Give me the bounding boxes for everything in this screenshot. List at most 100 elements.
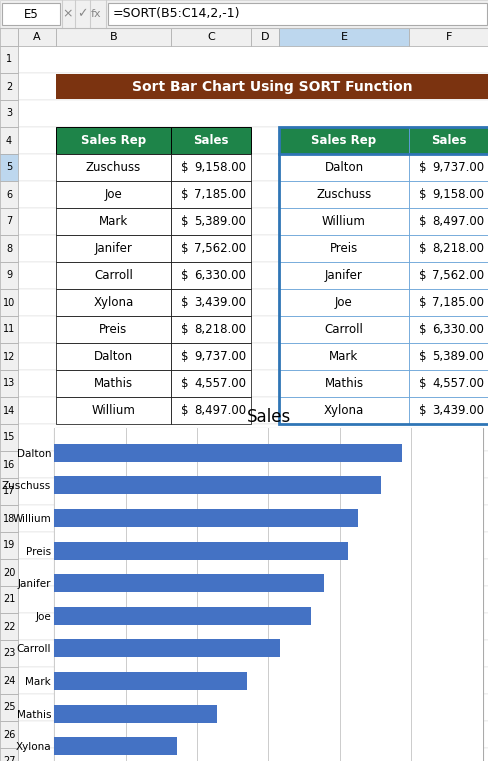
Bar (18, 532, 488, 559)
Text: 9: 9 (6, 270, 12, 281)
Bar (0, 100, 18, 127)
Text: $: $ (181, 296, 188, 309)
Bar (0, 451, 18, 478)
Bar (18, 343, 488, 370)
Text: $: $ (181, 377, 188, 390)
Text: C: C (207, 32, 214, 42)
Bar (0, 694, 18, 721)
Text: 7,185.00: 7,185.00 (431, 296, 483, 309)
Bar (0, 0, 488, 28)
Text: 8,218.00: 8,218.00 (431, 242, 483, 255)
Text: Joe: Joe (334, 296, 352, 309)
Bar (0, 748, 18, 761)
Text: Willium: Willium (322, 215, 365, 228)
Bar (18, 28, 56, 46)
Bar (18, 235, 488, 262)
Bar (408, 127, 488, 154)
Text: 24: 24 (3, 676, 15, 686)
Bar (18, 127, 488, 154)
Text: Mathis: Mathis (324, 377, 363, 390)
Bar (54, 509, 357, 527)
Text: 27: 27 (3, 756, 15, 761)
Text: 16: 16 (3, 460, 15, 470)
Bar (108, 3, 486, 25)
Text: Xylona: Xylona (323, 404, 364, 417)
Bar (279, 316, 408, 343)
Bar (56, 316, 171, 343)
Bar (0, 289, 18, 316)
Text: Preis: Preis (329, 242, 357, 255)
Bar (408, 235, 488, 262)
Text: 9,158.00: 9,158.00 (431, 188, 483, 201)
Text: 3,439.00: 3,439.00 (431, 404, 483, 417)
Bar (56, 370, 171, 397)
Text: Sales: Sales (193, 134, 228, 147)
Text: 5,389.00: 5,389.00 (194, 215, 245, 228)
Bar (18, 613, 488, 640)
Bar (18, 316, 488, 343)
Text: 8,497.00: 8,497.00 (431, 215, 483, 228)
Bar (0, 721, 18, 748)
Text: $: $ (418, 323, 426, 336)
Bar (171, 154, 250, 181)
Bar (56, 397, 171, 424)
Text: Zuschuss: Zuschuss (86, 161, 141, 174)
Text: $: $ (418, 188, 426, 201)
Text: Willium: Willium (91, 404, 135, 417)
Text: fx: fx (90, 9, 101, 19)
Text: $: $ (418, 296, 426, 309)
Bar (18, 154, 488, 181)
Bar (0, 262, 18, 289)
Text: D: D (260, 32, 269, 42)
Text: 26: 26 (3, 730, 15, 740)
Bar (279, 208, 408, 235)
Bar (0, 586, 18, 613)
Bar (18, 262, 488, 289)
Bar (54, 444, 401, 462)
Text: ×: × (62, 8, 73, 21)
Bar (0, 316, 18, 343)
Text: $: $ (418, 404, 426, 417)
Bar (18, 370, 488, 397)
Text: 23: 23 (3, 648, 15, 658)
Bar (18, 451, 488, 478)
Text: 6,330.00: 6,330.00 (431, 323, 483, 336)
Bar (0, 613, 18, 640)
Bar (0, 667, 18, 694)
Bar (54, 705, 217, 723)
Text: $: $ (418, 242, 426, 255)
Text: Joe: Joe (104, 188, 122, 201)
Text: 4,557.00: 4,557.00 (431, 377, 483, 390)
Bar (18, 397, 488, 424)
Text: 18: 18 (3, 514, 15, 524)
Text: 3: 3 (6, 109, 12, 119)
Text: 12: 12 (3, 352, 15, 361)
Bar (0, 46, 18, 73)
Bar (171, 127, 250, 154)
Text: Mathis: Mathis (94, 377, 133, 390)
Text: Dalton: Dalton (94, 350, 133, 363)
Text: $: $ (181, 269, 188, 282)
Bar (0, 235, 18, 262)
Bar (0, 28, 18, 46)
Text: 3,439.00: 3,439.00 (194, 296, 245, 309)
Bar (171, 343, 250, 370)
Bar (279, 343, 408, 370)
Bar (56, 262, 171, 289)
Text: 21: 21 (3, 594, 15, 604)
Bar (0, 505, 18, 532)
Bar (279, 370, 408, 397)
Bar (0, 154, 18, 181)
Bar (171, 316, 250, 343)
Text: Zuschuss: Zuschuss (316, 188, 371, 201)
Bar (408, 397, 488, 424)
Bar (54, 575, 324, 592)
Text: 7: 7 (6, 216, 12, 227)
Bar (408, 154, 488, 181)
Bar (279, 127, 408, 154)
Bar (56, 289, 171, 316)
Bar (54, 476, 381, 494)
Text: 5,389.00: 5,389.00 (431, 350, 483, 363)
Bar (279, 397, 408, 424)
Bar (2, 3, 60, 25)
